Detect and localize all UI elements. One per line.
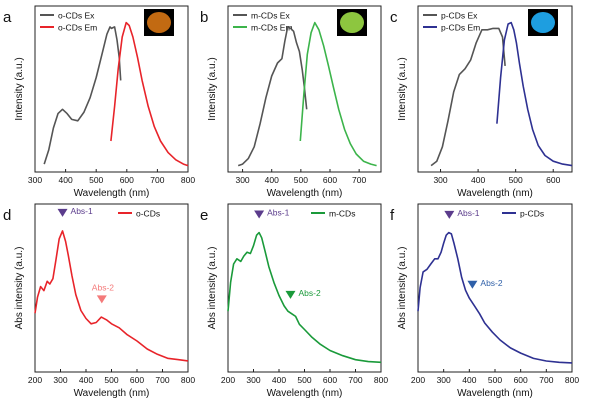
y-axis-label: Intensity (a.u.) xyxy=(397,57,408,120)
panel-letter: a xyxy=(3,9,12,26)
x-tick-label: 300 xyxy=(235,175,249,185)
abs-marker-arrow xyxy=(254,210,265,219)
x-tick-label: 200 xyxy=(28,375,42,385)
series-line-o-cds xyxy=(34,230,189,362)
x-tick-label: 200 xyxy=(411,375,425,385)
x-tick-label: 400 xyxy=(265,175,279,185)
x-tick-label: 700 xyxy=(155,375,169,385)
x-tick-label: 600 xyxy=(323,375,337,385)
x-axis-label: Wavelength (nm) xyxy=(457,188,533,199)
inset-photo-powder xyxy=(531,12,555,33)
legend-label: o-CDs Ex xyxy=(58,11,95,21)
x-axis-label: Wavelength (nm) xyxy=(267,388,343,399)
panel-letter: f xyxy=(390,207,395,224)
inset-photo-powder xyxy=(147,12,171,33)
abs-marker-arrow xyxy=(96,295,107,304)
legend-label: m-CDs Em xyxy=(251,23,293,33)
panel-letter: b xyxy=(200,9,208,26)
x-tick-label: 700 xyxy=(539,375,553,385)
series-line-m-cds-em xyxy=(299,21,377,167)
abs-marker-arrow xyxy=(285,290,296,299)
abs-marker-label: Abs-1 xyxy=(457,208,479,218)
x-tick-label: 600 xyxy=(120,175,134,185)
abs-marker-label: Abs-1 xyxy=(267,208,289,218)
y-axis-label: Abs intensity (a.u.) xyxy=(14,247,25,330)
x-tick-label: 400 xyxy=(272,375,286,385)
legend-label: m-CDs xyxy=(329,209,355,219)
x-tick-label: 400 xyxy=(79,375,93,385)
series-line-o-cds-ex xyxy=(43,26,122,165)
x-tick-label: 500 xyxy=(294,175,308,185)
x-axis-label: Wavelength (nm) xyxy=(457,388,533,399)
x-tick-label: 800 xyxy=(181,375,195,385)
y-axis-label: Intensity (a.u.) xyxy=(14,57,25,120)
x-tick-label: 500 xyxy=(89,175,103,185)
abs-marker-arrow xyxy=(467,280,478,289)
y-axis-label: Abs intensity (a.u.) xyxy=(397,247,408,330)
plot-frame xyxy=(417,5,573,173)
x-tick-label: 800 xyxy=(181,175,195,185)
x-tick-label: 300 xyxy=(246,375,260,385)
y-axis-label: Abs intensity (a.u.) xyxy=(207,247,218,330)
y-axis-label: Intensity (a.u.) xyxy=(207,57,218,120)
abs-marker-label: Abs-2 xyxy=(480,278,502,288)
panel-letter: e xyxy=(200,207,208,224)
abs-marker-arrow xyxy=(57,208,68,217)
x-tick-label: 300 xyxy=(433,175,447,185)
x-tick-label: 500 xyxy=(488,375,502,385)
x-tick-label: 800 xyxy=(565,375,579,385)
x-tick-label: 600 xyxy=(323,175,337,185)
x-tick-label: 500 xyxy=(509,175,523,185)
x-tick-label: 700 xyxy=(352,175,366,185)
legend-label: o-CDs Em xyxy=(58,23,97,33)
x-tick-label: 800 xyxy=(374,375,388,385)
inset-photo-powder xyxy=(340,12,364,33)
legend-label: m-CDs Ex xyxy=(251,11,290,21)
x-tick-label: 600 xyxy=(514,375,528,385)
x-axis-label: Wavelength (nm) xyxy=(267,188,343,199)
series-line-p-cds xyxy=(417,231,573,364)
abs-marker-label: Abs-2 xyxy=(298,288,320,298)
x-tick-label: 700 xyxy=(348,375,362,385)
x-tick-label: 300 xyxy=(53,375,67,385)
panel-letter: c xyxy=(390,9,398,26)
x-axis-label: Wavelength (nm) xyxy=(74,188,150,199)
abs-marker-arrow xyxy=(444,210,455,219)
x-tick-label: 400 xyxy=(471,175,485,185)
x-tick-label: 200 xyxy=(221,375,235,385)
x-axis-label: Wavelength (nm) xyxy=(74,388,150,399)
x-tick-label: 600 xyxy=(546,175,560,185)
x-tick-label: 600 xyxy=(130,375,144,385)
legend-label: o-CDs xyxy=(136,209,160,219)
legend-label: p-CDs Ex xyxy=(441,11,478,21)
x-tick-label: 300 xyxy=(437,375,451,385)
series-line-p-cds-em xyxy=(496,21,573,167)
plot-frame xyxy=(34,5,189,173)
series-line-m-cds xyxy=(227,231,382,364)
x-tick-label: 500 xyxy=(104,375,118,385)
legend-label: p-CDs Em xyxy=(441,23,480,33)
x-tick-label: 400 xyxy=(462,375,476,385)
abs-marker-label: Abs-2 xyxy=(92,282,114,292)
abs-marker-label: Abs-1 xyxy=(71,206,93,216)
panel-letter: d xyxy=(3,207,11,224)
series-line-p-cds-ex xyxy=(430,27,506,167)
x-tick-label: 500 xyxy=(297,375,311,385)
series-line-o-cds-em xyxy=(110,21,189,167)
plot-frame xyxy=(227,5,382,173)
plot-frame xyxy=(417,203,573,373)
x-tick-label: 700 xyxy=(150,175,164,185)
legend-label: p-CDs xyxy=(520,209,544,219)
x-tick-label: 300 xyxy=(28,175,42,185)
x-tick-label: 400 xyxy=(59,175,73,185)
series-line-m-cds-ex xyxy=(237,26,308,167)
